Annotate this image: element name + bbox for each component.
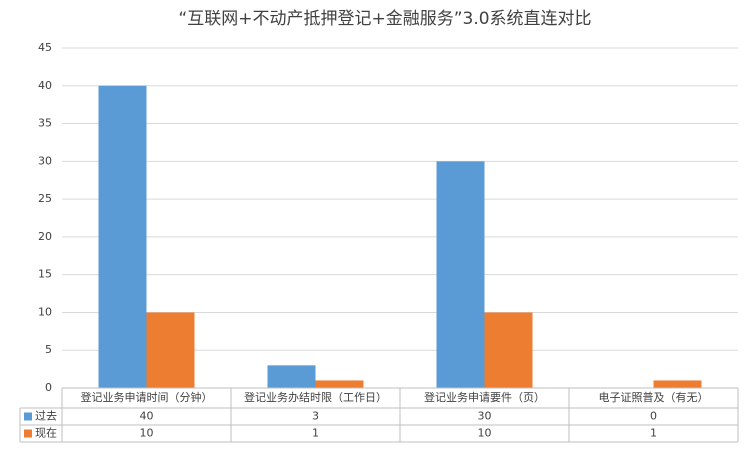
y-tick-label: 10 [38, 305, 52, 318]
legend-label: 过去 [35, 410, 57, 423]
y-tick-label: 5 [45, 343, 52, 356]
y-tick-label: 20 [38, 230, 52, 243]
x-tick-label: 登记业务办结时限（工作日） [244, 390, 387, 404]
bar [146, 312, 195, 388]
table-value: 10 [140, 427, 154, 440]
table-value: 30 [478, 410, 492, 423]
bar [267, 365, 316, 388]
legend-swatch [24, 429, 32, 438]
bar [436, 161, 485, 388]
chart-title: “互联网+不动产抵押登记+金融服务”3.0系统直连对比 [178, 9, 591, 29]
y-tick-label: 40 [38, 79, 52, 92]
table-value: 0 [650, 410, 657, 423]
y-tick-label: 30 [38, 154, 52, 167]
table-value: 40 [140, 410, 154, 423]
y-tick-label: 0 [45, 381, 52, 394]
y-tick-label: 45 [38, 41, 52, 54]
table-value: 1 [650, 427, 657, 440]
x-tick-label: 登记业务申请时间（分钟） [81, 390, 213, 404]
x-tick-label: 登记业务申请要件（页） [424, 390, 545, 404]
bar [315, 380, 364, 388]
legend-label: 现在 [35, 427, 57, 440]
y-tick-label: 15 [38, 268, 52, 281]
table-value: 1 [312, 427, 319, 440]
bar [653, 380, 702, 388]
y-tick-label: 35 [38, 117, 52, 130]
bar [484, 312, 533, 388]
table-value: 10 [478, 427, 492, 440]
x-tick-label: 电子证照普及（有无） [599, 390, 709, 404]
legend-swatch [24, 412, 32, 421]
y-tick-label: 25 [38, 192, 52, 205]
table-value: 3 [312, 410, 319, 423]
bar [98, 85, 147, 389]
